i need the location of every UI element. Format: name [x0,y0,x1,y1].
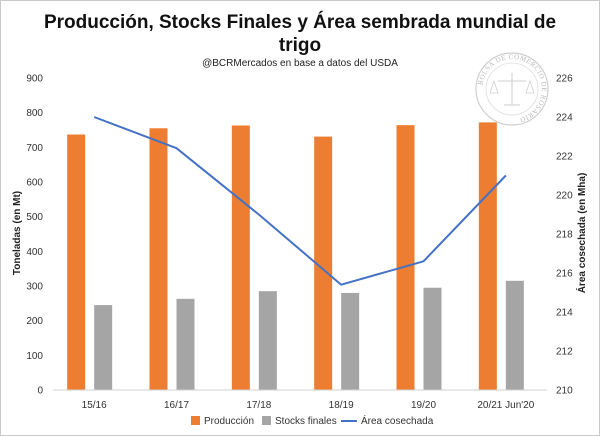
bar-stocks-finales [176,298,195,390]
y-right-tick-label: 216 [556,269,573,280]
y-left-tick-label: 400 [26,247,43,258]
y-left-tick-label: 200 [26,316,43,327]
y-left-tick-label: 900 [26,74,43,85]
y-axis-right-title: Área cosechada (en Mha) [575,173,588,294]
legend-swatch-produccion [191,416,200,425]
x-tick-label: 20/21 Jun'20 [477,400,534,411]
y-axis-right-ticks: 210 212 214 216 218 220 222 224 226 [556,74,573,397]
line-area-cosechada [93,116,507,286]
y-right-tick-label: 220 [556,191,573,202]
y-right-tick-label: 218 [556,230,573,241]
y-right-tick-label: 210 [556,386,573,397]
y-axis-left-ticks: 0 100 200 300 400 500 600 700 800 900 [26,74,43,397]
y-left-tick-label: 600 [26,178,43,189]
y-right-tick-label: 222 [556,152,573,163]
chart-subtitle: @BCRMercados en base a datos del USDA [202,58,398,69]
bar-produccion [396,125,415,390]
bar-stocks-finales [423,287,442,390]
x-tick-label: 18/19 [329,400,354,411]
bar-stocks-finales [94,305,113,390]
bar-produccion [231,125,250,390]
chart-title-line1: Producción, Stocks Finales y Área sembra… [44,11,556,33]
x-axis-tick-labels: 15/16 16/17 17/18 18/19 19/20 20/21 Jun'20 [82,400,535,411]
x-tick-label: 16/17 [164,400,189,411]
y-left-tick-label: 700 [26,143,43,154]
x-tick-label: 19/20 [411,400,436,411]
bar-stocks-finales [505,280,524,390]
legend-swatch-stocks [262,416,271,425]
legend: Producción Stocks finales Área cosechada [191,414,434,427]
y-right-tick-label: 214 [556,308,573,319]
bar-produccion [314,136,333,390]
chart-title-line2: trigo [279,35,321,56]
bar-stocks-finales [341,292,360,390]
legend-label-area: Área cosechada [361,414,434,427]
y-axis-left-title: Toneladas (en Mt) [12,191,23,275]
area-line-layer [93,116,507,286]
y-left-tick-label: 0 [37,386,43,397]
bar-stocks-finales [258,291,277,390]
x-tick-label: 17/18 [246,400,271,411]
y-right-tick-label: 224 [556,113,573,124]
bar-produccion [149,128,168,390]
y-left-tick-label: 300 [26,282,43,293]
x-tick-label: 15/16 [82,400,107,411]
legend-label-produccion: Producción [204,416,254,427]
y-left-tick-label: 500 [26,212,43,223]
legend-label-stocks: Stocks finales [275,416,337,427]
bars-layer [67,122,524,390]
y-left-tick-label: 800 [26,108,43,119]
y-left-tick-label: 100 [26,351,43,362]
bcr-seal-logo: BOLSA DE COMERCIO DE ROSARIO [475,52,549,126]
y-right-tick-label: 226 [556,74,573,85]
bar-produccion [67,134,86,390]
y-right-tick-label: 212 [556,347,573,358]
bar-produccion [478,122,497,390]
